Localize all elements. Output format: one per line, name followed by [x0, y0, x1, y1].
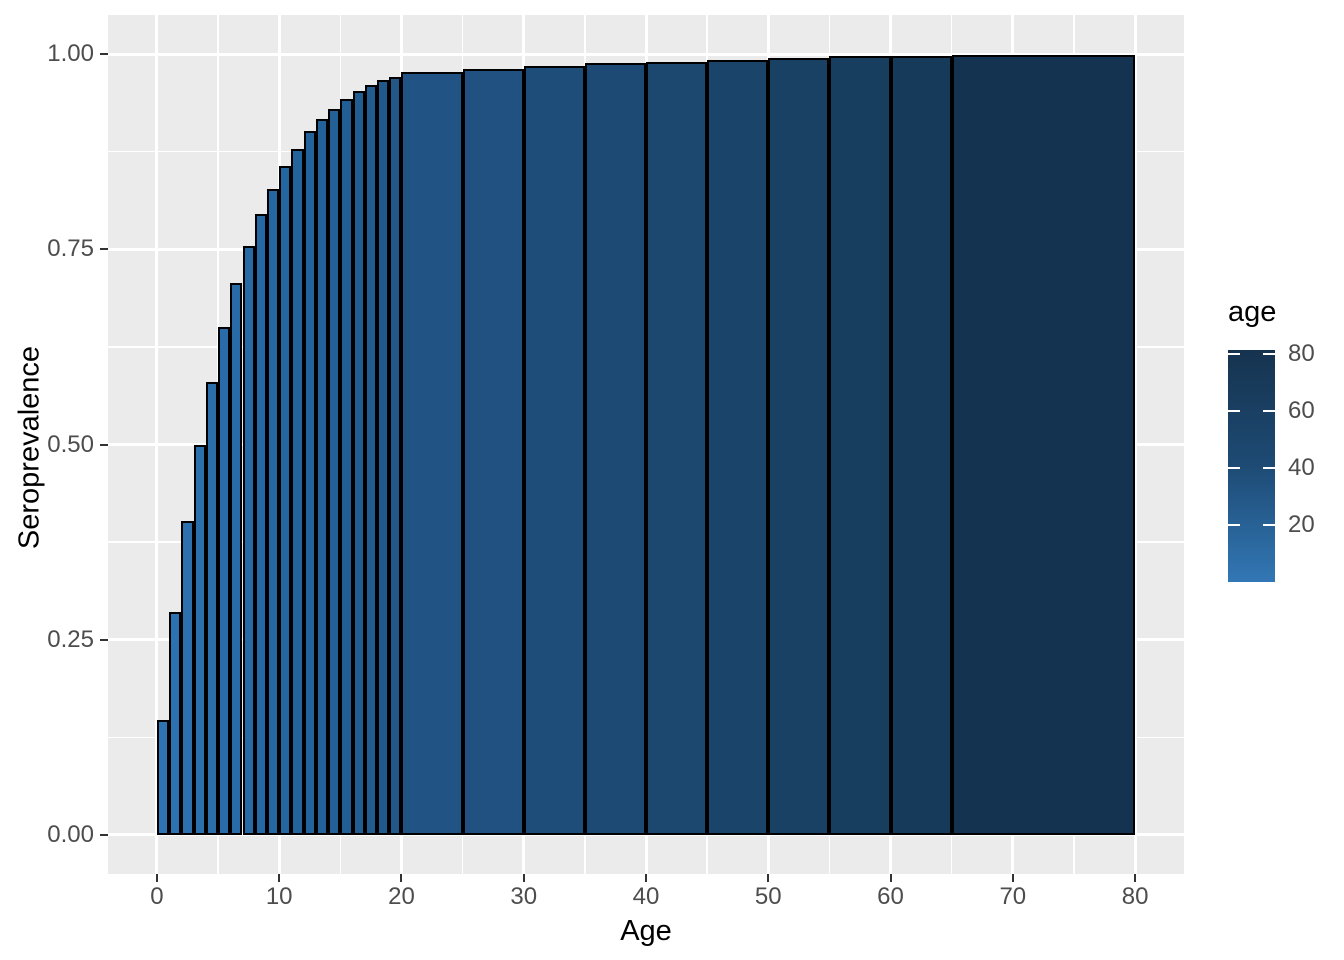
legend-tick-label: 60 [1288, 396, 1315, 424]
bar [279, 165, 292, 835]
legend-tick-label: 20 [1288, 510, 1315, 538]
x-tick-mark [1011, 874, 1014, 882]
major-gridline-x [155, 15, 159, 874]
bar [328, 109, 341, 835]
bar [584, 63, 646, 835]
legend-tick-mark [1263, 523, 1275, 526]
y-tick-mark [100, 638, 108, 641]
bar [523, 65, 585, 835]
legend-tick-label: 40 [1288, 453, 1315, 481]
legend-tick-mark [1263, 466, 1275, 469]
x-tick-label: 10 [265, 883, 293, 910]
bar [291, 148, 304, 835]
bar [303, 131, 316, 835]
major-gridline-x [1133, 15, 1137, 874]
bar [193, 444, 206, 835]
y-tick-label: 0.25 [47, 625, 94, 653]
x-tick-mark [522, 874, 525, 882]
x-tick-mark [767, 874, 770, 882]
x-tick-mark [278, 874, 281, 882]
y-axis-title: Seroprevalence [13, 345, 46, 550]
x-tick-label: 60 [877, 883, 904, 910]
y-tick-label: 1.00 [47, 40, 94, 68]
y-tick-mark [100, 443, 108, 446]
bar [462, 68, 524, 835]
bar [181, 521, 194, 835]
bar [230, 282, 243, 835]
bar [364, 84, 377, 835]
bar [377, 79, 390, 835]
bar [218, 327, 231, 835]
y-tick-mark [100, 248, 108, 251]
legend-tick-mark [1228, 466, 1240, 469]
legend-tick-mark [1263, 352, 1275, 355]
x-tick-mark [155, 874, 158, 882]
y-tick-mark [100, 833, 108, 836]
legend-tick-mark [1228, 523, 1240, 526]
bar [315, 118, 329, 835]
bar [951, 54, 1136, 835]
x-tick-mark [400, 874, 403, 882]
legend-colorbar [1228, 350, 1275, 582]
bar [205, 382, 219, 835]
y-tick-label: 0.75 [47, 235, 94, 263]
bar [768, 57, 830, 835]
bar [890, 55, 952, 835]
x-tick-label: 0 [150, 883, 164, 910]
bar [829, 56, 891, 835]
bar [266, 189, 280, 835]
legend-title: age [1228, 296, 1277, 328]
x-tick-mark [889, 874, 892, 882]
legend-tick-mark [1263, 409, 1275, 412]
bar [352, 90, 365, 835]
x-tick-label: 50 [754, 883, 782, 910]
bar [340, 99, 353, 835]
bar [646, 61, 708, 835]
legend-tick-mark [1228, 352, 1240, 355]
x-tick-mark [645, 874, 647, 882]
bar [401, 72, 463, 835]
x-tick-label: 30 [510, 883, 538, 910]
bar [169, 611, 182, 835]
legend-tick-label: 80 [1288, 339, 1315, 367]
x-tick-mark [1134, 874, 1137, 882]
x-tick-label: 70 [999, 883, 1027, 910]
bar [242, 246, 255, 835]
x-tick-label: 80 [1121, 883, 1149, 910]
x-tick-label: 20 [388, 883, 415, 910]
x-axis-title: Age [620, 915, 672, 947]
y-tick-label: 0.00 [47, 820, 94, 848]
bar [707, 60, 769, 835]
y-tick-mark [100, 53, 108, 56]
bar [389, 76, 402, 835]
plot-panel [108, 15, 1184, 874]
bar [254, 214, 267, 835]
x-tick-label: 40 [632, 883, 660, 910]
y-tick-label: 0.50 [47, 430, 94, 458]
legend: age 80 60 40 20 [1214, 296, 1344, 616]
bar [156, 720, 170, 835]
legend-tick-mark [1228, 409, 1240, 412]
